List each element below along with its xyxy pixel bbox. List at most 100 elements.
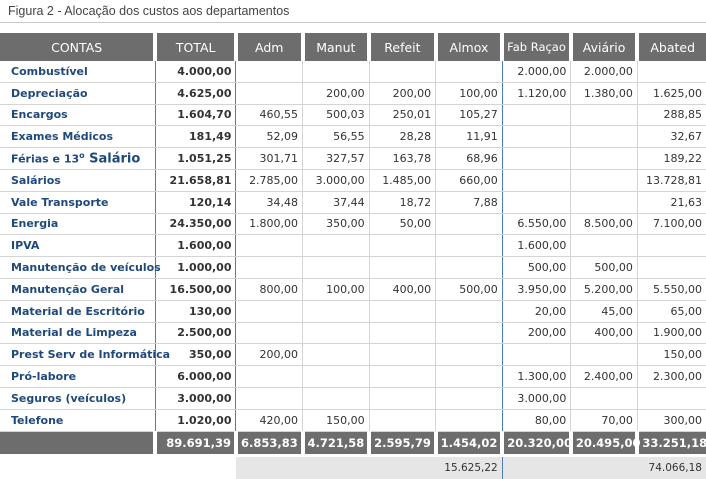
cell-aviario: 500,00 — [570, 256, 638, 279]
cell-aviario — [570, 387, 638, 410]
cell-fab-racao: 3.950,00 — [502, 278, 572, 301]
cell-manut — [302, 256, 370, 279]
cell-abated: 1.625,00 — [637, 82, 706, 105]
cell-refeit — [369, 300, 437, 323]
header-aviario: Aviário — [570, 33, 640, 61]
cell-manut: 500,03 — [302, 104, 370, 127]
total-fab-racao: 20.320,00 — [502, 431, 573, 457]
cell-manut — [302, 234, 370, 258]
grand-total: 89.691,39 — [155, 431, 238, 457]
cell-abated: 2.300,00 — [637, 365, 706, 388]
row-total: 4.625,00 — [155, 82, 237, 105]
cell-abated — [637, 234, 706, 258]
cell-almox — [435, 387, 503, 410]
cell-refeit — [369, 365, 437, 388]
header-fab-racao: Fab Raçao — [502, 33, 573, 61]
cell-adm — [235, 61, 304, 83]
cell-aviario — [570, 343, 638, 367]
cell-fab-racao — [502, 343, 572, 367]
row-label: Manutenção de veículos — [0, 256, 161, 279]
cell-refeit: 200,00 — [369, 82, 437, 105]
row-label: Telefone — [0, 409, 156, 432]
cell-abated: 288,85 — [637, 104, 706, 127]
cell-almox — [435, 256, 503, 279]
row-total: 1.051,25 — [155, 147, 237, 170]
cell-abated: 189,22 — [637, 147, 706, 170]
subtotal-spacer — [0, 455, 156, 479]
cell-fab-racao: 1.120,00 — [502, 82, 572, 105]
header-refeit: Refeit — [369, 33, 438, 61]
cell-fab-racao — [502, 147, 572, 170]
table-row: Prest Serv de Informática 350,00 200,00 … — [0, 343, 706, 367]
cell-adm — [235, 256, 304, 279]
cell-almox — [435, 343, 503, 367]
cell-aviario: 45,00 — [570, 300, 638, 323]
header-adm: Adm — [235, 33, 305, 61]
row-label: Salários — [0, 169, 156, 192]
row-label: Prest Serv de Informática — [0, 343, 170, 367]
table-row: Seguros (veículos) 3.000,00 3.000,00 — [0, 387, 706, 410]
table-row: Manutenção Geral 16.500,00 800,00 100,00… — [0, 278, 706, 301]
row-total: 24.350,00 — [155, 213, 237, 236]
table-row: Encargos 1.604,70 460,55 500,03 250,01 1… — [0, 104, 706, 127]
cell-fab-racao — [502, 169, 572, 192]
cell-adm: 2.785,00 — [235, 169, 304, 192]
table-row: Telefone 1.020,00 420,00 150,00 80,00 70… — [0, 409, 706, 432]
row-label: IPVA — [0, 234, 156, 258]
cell-manut: 56,55 — [302, 125, 370, 149]
row-label: Energia — [0, 213, 156, 236]
cell-refeit: 18,72 — [369, 191, 437, 214]
cell-aviario — [570, 104, 638, 127]
cost-allocation-table: CONTAS TOTAL Adm Manut Refeit Almox Fab … — [0, 33, 706, 479]
table-row: IPVA 1.600,00 1.600,00 — [0, 234, 706, 258]
production-departments-subtotal: 74.066,18 — [502, 455, 706, 479]
cell-aviario — [570, 147, 638, 170]
cell-refeit: 1.485,00 — [369, 169, 437, 192]
table-row: Manutenção de veículos 1.000,00 500,00 5… — [0, 256, 706, 279]
cell-fab-racao: 2.000,00 — [502, 61, 572, 83]
header-abated: Abated — [637, 33, 706, 61]
cell-fab-racao: 200,00 — [502, 322, 572, 345]
cell-abated — [637, 61, 706, 83]
row-total: 130,00 — [155, 300, 237, 323]
total-abated: 33.251,18 — [637, 431, 706, 457]
row-total: 21.658,81 — [155, 169, 237, 192]
cell-abated: 13.728,81 — [637, 169, 706, 192]
cell-aviario: 8.500,00 — [570, 213, 638, 236]
cell-manut — [302, 300, 370, 323]
table-row: Pró-labore 6.000,00 1.300,00 2.400,00 2.… — [0, 365, 706, 388]
cell-refeit: 250,01 — [369, 104, 437, 127]
row-total: 1.000,00 — [155, 256, 237, 279]
cell-adm: 52,09 — [235, 125, 304, 149]
row-total: 4.000,00 — [155, 61, 237, 83]
cell-adm — [235, 365, 304, 388]
subtotals-row: 15.625,22 74.066,18 — [0, 455, 706, 479]
cell-refeit — [369, 256, 437, 279]
cell-almox — [435, 322, 503, 345]
cell-almox — [435, 61, 503, 83]
caption-divider — [0, 22, 706, 23]
cell-refeit — [369, 322, 437, 345]
total-aviario: 20.495,00 — [570, 431, 641, 457]
cell-almox: 105,27 — [435, 104, 503, 127]
cell-manut — [302, 365, 370, 388]
cell-fab-racao: 3.000,00 — [502, 387, 572, 410]
row-label: Material de Escritório — [0, 300, 156, 323]
subtotal-spacer — [155, 455, 236, 479]
cell-manut: 327,57 — [302, 147, 370, 170]
row-total: 120,14 — [155, 191, 237, 214]
row-label-emphasis: Salário — [84, 151, 141, 167]
cell-aviario: 70,00 — [570, 409, 638, 432]
cell-adm — [235, 387, 304, 410]
cell-almox: 11,91 — [435, 125, 503, 149]
cell-abated: 5.550,00 — [637, 278, 706, 301]
row-label-prefix: Férias e 13 — [11, 152, 80, 166]
cell-adm: 420,00 — [235, 409, 304, 432]
cell-adm: 1.800,00 — [235, 213, 304, 236]
cell-abated: 300,00 — [637, 409, 706, 432]
cell-refeit: 400,00 — [369, 278, 437, 301]
cell-almox — [435, 365, 503, 388]
total-almox: 1.454,02 — [435, 431, 505, 457]
cell-manut: 37,44 — [302, 191, 370, 214]
table-row: Material de Escritório 130,00 20,00 45,0… — [0, 300, 706, 323]
